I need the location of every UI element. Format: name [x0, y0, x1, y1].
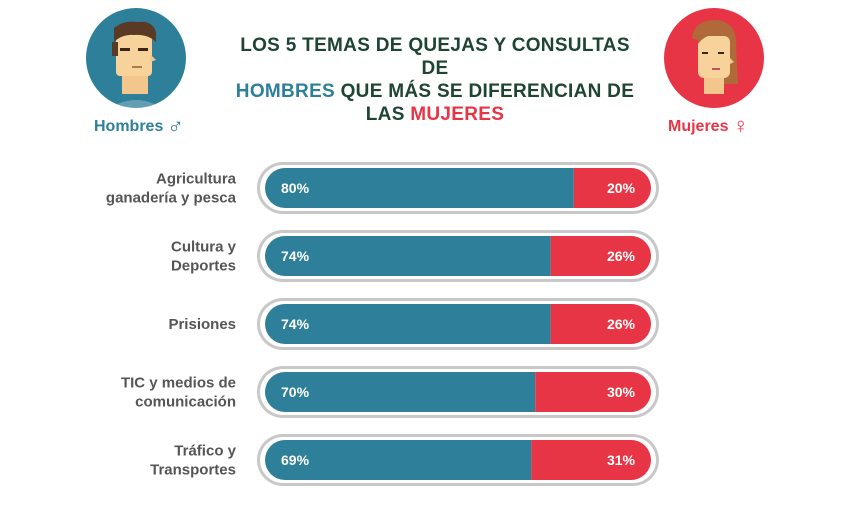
data-label-men: 74% — [281, 248, 310, 264]
bar-women — [550, 304, 651, 344]
bar-men — [265, 168, 574, 208]
legend-women-label: Mujeres — [668, 118, 729, 135]
bar-women — [531, 440, 651, 480]
bar-women — [535, 372, 651, 412]
category-label: Tráfico y — [174, 443, 236, 460]
data-label-men: 70% — [281, 384, 310, 400]
bar-women — [550, 236, 651, 276]
data-label-women: 30% — [607, 384, 636, 400]
title-line2: QUE MÁS SE DIFERENCIAN DE — [335, 81, 635, 102]
category-label: TIC y medios de — [121, 375, 236, 392]
bar-men — [265, 440, 532, 480]
category-label: Deportes — [171, 258, 236, 275]
man-avatar-icon — [86, 8, 186, 108]
male-symbol-icon: ♂ — [167, 113, 184, 138]
category-label: Prisiones — [168, 316, 236, 333]
woman-avatar-icon — [664, 8, 764, 108]
legend-women: Mujeres ♀ — [668, 113, 749, 139]
category-label: comunicación — [135, 394, 236, 411]
title-line1: LOS 5 TEMAS DE QUEJAS Y CONSULTAS DE — [240, 35, 630, 79]
bar-men — [265, 372, 536, 412]
legend-men-label: Hombres — [94, 118, 164, 135]
data-label-men: 74% — [281, 316, 310, 332]
chart-title: LOS 5 TEMAS DE QUEJAS Y CONSULTAS DE HOM… — [230, 34, 640, 126]
title-line3-prefix: LAS — [365, 104, 411, 125]
bar-men — [265, 236, 551, 276]
bar-women — [573, 168, 651, 208]
legend-men: Hombres ♂ — [94, 113, 184, 139]
title-men-highlight: HOMBRES — [235, 81, 336, 102]
data-label-women: 20% — [607, 180, 636, 196]
category-label: Transportes — [150, 462, 236, 479]
bar-men — [265, 304, 551, 344]
data-label-men: 69% — [281, 452, 310, 468]
data-label-women: 26% — [607, 248, 636, 264]
data-label-women: 31% — [607, 452, 636, 468]
female-symbol-icon: ♀ — [732, 113, 749, 138]
category-label: ganadería y pesca — [106, 190, 237, 207]
category-label: Cultura y — [171, 239, 237, 256]
data-label-men: 80% — [281, 180, 310, 196]
category-label: Agricultura — [156, 171, 237, 188]
data-label-women: 26% — [607, 316, 636, 332]
title-women-highlight: MUJERES — [410, 104, 505, 125]
